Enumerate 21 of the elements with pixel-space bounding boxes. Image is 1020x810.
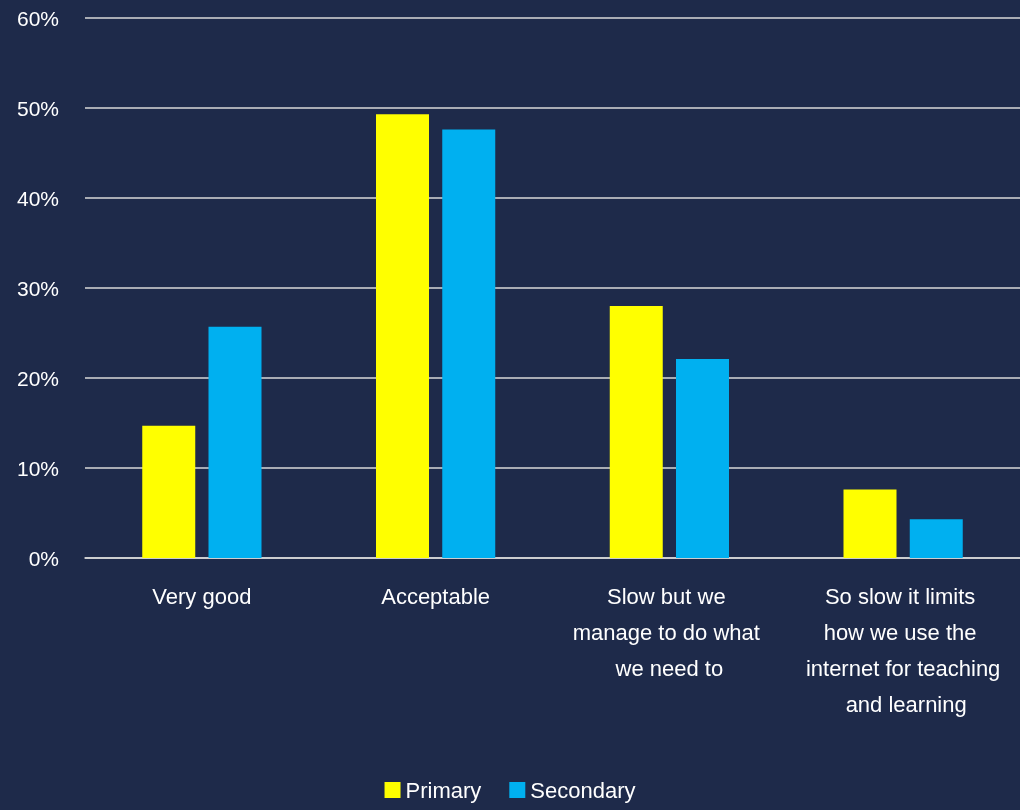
legend-label: Secondary (530, 777, 636, 803)
y-tick-label: 20% (16, 366, 59, 390)
y-tick-label: 10% (16, 456, 59, 480)
bar (376, 114, 429, 558)
bar (609, 306, 663, 558)
x-tick-label: So slow it limits how we use the internet for teaching and learning (805, 583, 1001, 717)
y-tick-label: 40% (16, 186, 59, 210)
x-tick-label: Slow but we manage to do what we need to (572, 583, 766, 681)
bar (442, 129, 496, 558)
bar (142, 425, 196, 558)
y-tick-label: 50% (16, 96, 59, 120)
bar (909, 519, 963, 558)
x-tick-label: Very good (152, 583, 252, 609)
y-tick-label: 30% (16, 276, 59, 300)
bar (208, 326, 262, 558)
x-tick-label: Acceptable (381, 583, 491, 609)
bar (843, 489, 897, 558)
y-tick-label: 60% (16, 6, 59, 30)
bar (676, 359, 729, 558)
legend-label: Primary (405, 777, 482, 803)
y-tick-label: 0% (28, 546, 59, 570)
